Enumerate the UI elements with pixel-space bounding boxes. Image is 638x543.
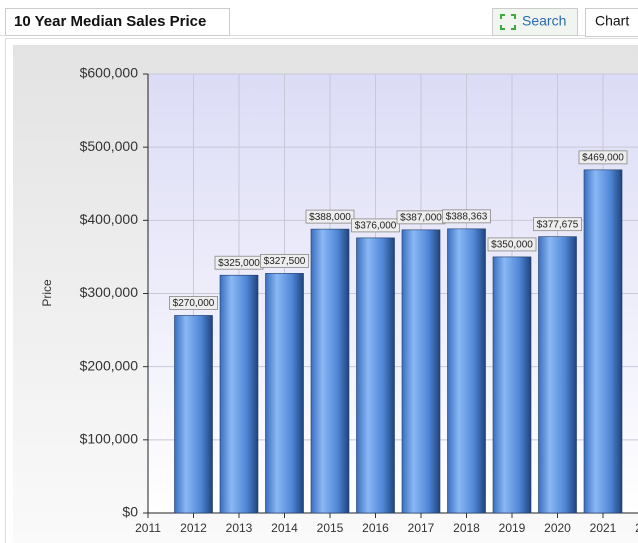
value-label: $350,000 [491, 240, 533, 251]
x-tick-label: 2017 [408, 521, 435, 535]
value-label: $388,000 [309, 212, 351, 223]
y-tick-label: $300,000 [80, 284, 139, 300]
x-tick-label: 2013 [226, 521, 253, 535]
value-label: $388,363 [446, 211, 488, 222]
bar [265, 273, 304, 514]
value-label: $325,000 [218, 258, 260, 269]
x-tick-label: 2012 [180, 521, 207, 535]
value-label-box [487, 237, 537, 252]
tab-title: 10 Year Median Sales Price [14, 13, 206, 30]
bar [356, 237, 395, 514]
value-label-box [305, 209, 355, 224]
bar [538, 236, 577, 514]
y-tick-label: $400,000 [80, 211, 139, 227]
search-button[interactable] [492, 8, 578, 36]
x-tick-label: 2022 [635, 521, 638, 535]
value-label: $270,000 [173, 298, 215, 309]
value-label-box [169, 296, 218, 310]
x-tick-label: 2019 [499, 521, 526, 535]
bar [219, 274, 259, 514]
value-label-box [260, 253, 309, 268]
x-tick-label: 2021 [590, 521, 617, 535]
value-label: $377,675 [537, 219, 579, 230]
value-label: $376,000 [355, 221, 397, 232]
x-tick-label: 2015 [317, 521, 344, 535]
y-tick-label: $600,000 [80, 65, 139, 81]
x-tick-label: 2018 [453, 521, 480, 535]
bar [583, 169, 623, 514]
x-tick-label: 2016 [362, 521, 389, 535]
x-tick-label: 2014 [271, 521, 298, 535]
bar [401, 229, 441, 514]
search-icon [500, 14, 516, 30]
value-label-box [442, 209, 491, 224]
x-tick-label: 2011 [135, 521, 161, 535]
x-tick-label: 2020 [544, 521, 571, 535]
title-tab[interactable] [5, 8, 230, 36]
value-label-box [351, 218, 400, 233]
value-label: $387,000 [400, 212, 442, 223]
y-tick-label: $0 [122, 504, 138, 520]
chart-tab-label: Chart [595, 13, 629, 29]
y-axis-label: Price [40, 279, 54, 307]
bar [447, 228, 486, 514]
value-label: $469,000 [582, 152, 624, 163]
chart-tab[interactable] [585, 8, 638, 37]
y-tick-label: $200,000 [80, 357, 139, 373]
y-tick-label: $100,000 [80, 431, 139, 447]
bar [174, 315, 213, 514]
value-label: $327,500 [264, 256, 306, 267]
bar [310, 228, 350, 514]
value-label-box [578, 150, 628, 165]
search-label: Search [522, 13, 566, 29]
y-tick-label: $500,000 [80, 138, 139, 154]
bar [492, 256, 532, 514]
value-label-box [533, 217, 582, 232]
